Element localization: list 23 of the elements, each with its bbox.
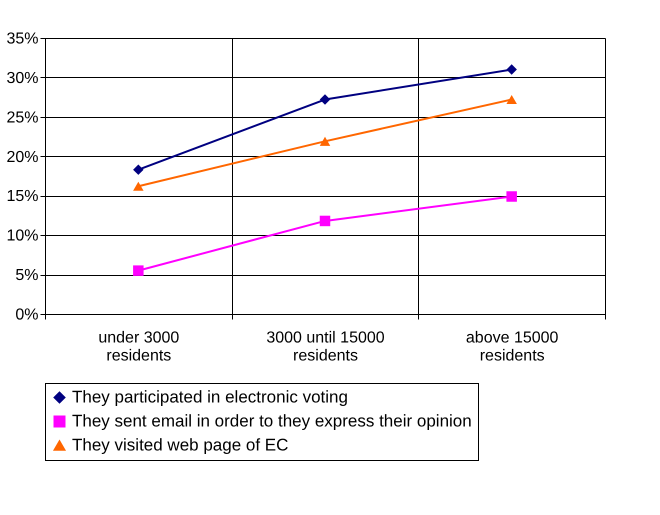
point bbox=[133, 164, 144, 175]
point bbox=[506, 191, 517, 202]
y-tick-label: 30% bbox=[6, 70, 38, 87]
legend-label: They participated in electronic voting bbox=[72, 388, 348, 406]
point bbox=[133, 265, 144, 276]
point bbox=[320, 136, 330, 146]
point bbox=[506, 94, 517, 104]
point bbox=[506, 64, 517, 75]
y-tick-label: 10% bbox=[6, 228, 38, 245]
y-tick-label: 15% bbox=[6, 188, 38, 206]
y-tick-label: 5% bbox=[15, 267, 38, 284]
x-tick-label: 3000 until 15000 residents bbox=[266, 330, 385, 364]
x-tick-label: under 3000 residents bbox=[98, 330, 180, 364]
legend-label: They sent email in order to they express their opinion bbox=[72, 412, 472, 430]
y-tick-label: 0% bbox=[15, 306, 38, 324]
point bbox=[320, 216, 330, 226]
x-tick-label: above 15000 residents bbox=[466, 330, 559, 364]
y-tick-label: 20% bbox=[6, 148, 38, 166]
point bbox=[133, 182, 144, 191]
point bbox=[320, 94, 330, 105]
y-tick-label: 25% bbox=[6, 109, 38, 126]
y-tick-label: 35% bbox=[6, 30, 38, 48]
legend-label: They visited web page of EC bbox=[72, 436, 288, 454]
